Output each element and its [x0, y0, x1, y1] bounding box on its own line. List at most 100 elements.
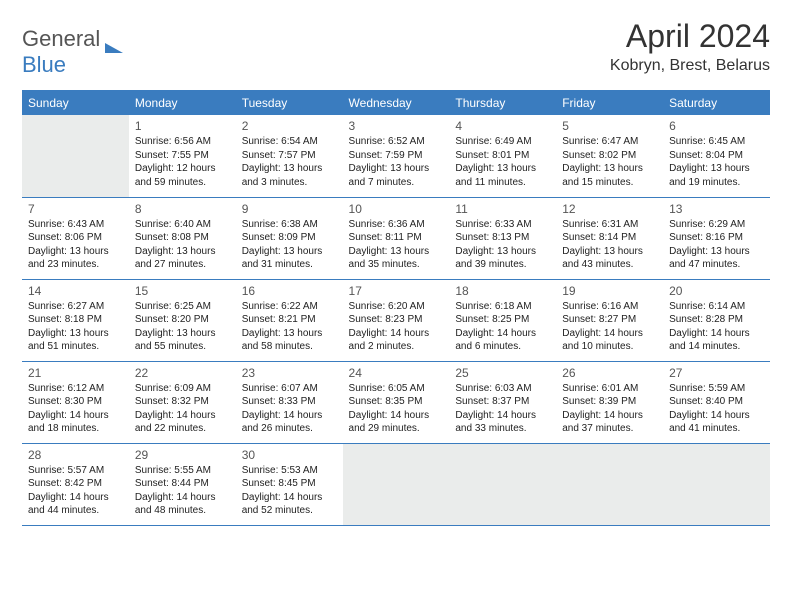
- daylight-text: and 41 minutes.: [669, 422, 764, 436]
- daylight-text: Daylight: 14 hours: [135, 409, 230, 423]
- daylight-text: Daylight: 13 hours: [669, 245, 764, 259]
- calendar-cell: 18Sunrise: 6:18 AMSunset: 8:25 PMDayligh…: [449, 279, 556, 361]
- sunrise-text: Sunrise: 6:56 AM: [135, 135, 230, 149]
- calendar-cell: 23Sunrise: 6:07 AMSunset: 8:33 PMDayligh…: [236, 361, 343, 443]
- calendar-row: 1Sunrise: 6:56 AMSunset: 7:55 PMDaylight…: [22, 115, 770, 197]
- daylight-text: Daylight: 13 hours: [242, 245, 337, 259]
- calendar-cell: 4Sunrise: 6:49 AMSunset: 8:01 PMDaylight…: [449, 115, 556, 197]
- sunrise-text: Sunrise: 6:14 AM: [669, 300, 764, 314]
- daylight-text: Daylight: 12 hours: [135, 162, 230, 176]
- calendar-cell: 29Sunrise: 5:55 AMSunset: 8:44 PMDayligh…: [129, 443, 236, 525]
- sunset-text: Sunset: 8:01 PM: [455, 149, 550, 163]
- day-number: 14: [28, 283, 123, 299]
- calendar-cell: 12Sunrise: 6:31 AMSunset: 8:14 PMDayligh…: [556, 197, 663, 279]
- sunrise-text: Sunrise: 6:52 AM: [349, 135, 444, 149]
- calendar-cell: 19Sunrise: 6:16 AMSunset: 8:27 PMDayligh…: [556, 279, 663, 361]
- weekday-header: Wednesday: [343, 91, 450, 116]
- logo-part1: General: [22, 26, 100, 51]
- calendar-cell: [22, 115, 129, 197]
- calendar-row: 28Sunrise: 5:57 AMSunset: 8:42 PMDayligh…: [22, 443, 770, 525]
- daylight-text: Daylight: 13 hours: [562, 245, 657, 259]
- logo-part2: Blue: [22, 52, 66, 77]
- daylight-text: Daylight: 13 hours: [135, 327, 230, 341]
- weekday-header: Sunday: [22, 91, 129, 116]
- day-number: 13: [669, 201, 764, 217]
- daylight-text: Daylight: 13 hours: [349, 245, 444, 259]
- logo: General Blue: [22, 26, 123, 78]
- sunset-text: Sunset: 8:14 PM: [562, 231, 657, 245]
- day-number: 16: [242, 283, 337, 299]
- daylight-text: Daylight: 14 hours: [562, 409, 657, 423]
- sunrise-text: Sunrise: 6:22 AM: [242, 300, 337, 314]
- daylight-text: Daylight: 14 hours: [242, 409, 337, 423]
- day-number: 7: [28, 201, 123, 217]
- calendar-cell: [556, 443, 663, 525]
- sunset-text: Sunset: 8:23 PM: [349, 313, 444, 327]
- calendar-cell: 24Sunrise: 6:05 AMSunset: 8:35 PMDayligh…: [343, 361, 450, 443]
- daylight-text: and 52 minutes.: [242, 504, 337, 518]
- day-number: 23: [242, 365, 337, 381]
- daylight-text: Daylight: 14 hours: [135, 491, 230, 505]
- calendar-cell: 11Sunrise: 6:33 AMSunset: 8:13 PMDayligh…: [449, 197, 556, 279]
- sunrise-text: Sunrise: 6:29 AM: [669, 218, 764, 232]
- calendar-cell: 14Sunrise: 6:27 AMSunset: 8:18 PMDayligh…: [22, 279, 129, 361]
- daylight-text: and 18 minutes.: [28, 422, 123, 436]
- sunrise-text: Sunrise: 5:53 AM: [242, 464, 337, 478]
- day-number: 12: [562, 201, 657, 217]
- weekday-header: Monday: [129, 91, 236, 116]
- daylight-text: and 22 minutes.: [135, 422, 230, 436]
- daylight-text: and 31 minutes.: [242, 258, 337, 272]
- sunrise-text: Sunrise: 6:07 AM: [242, 382, 337, 396]
- day-number: 6: [669, 118, 764, 134]
- daylight-text: and 26 minutes.: [242, 422, 337, 436]
- day-number: 25: [455, 365, 550, 381]
- calendar-cell: 3Sunrise: 6:52 AMSunset: 7:59 PMDaylight…: [343, 115, 450, 197]
- calendar-cell: 8Sunrise: 6:40 AMSunset: 8:08 PMDaylight…: [129, 197, 236, 279]
- daylight-text: and 35 minutes.: [349, 258, 444, 272]
- sunrise-text: Sunrise: 6:16 AM: [562, 300, 657, 314]
- sunrise-text: Sunrise: 6:49 AM: [455, 135, 550, 149]
- daylight-text: and 47 minutes.: [669, 258, 764, 272]
- daylight-text: Daylight: 13 hours: [562, 162, 657, 176]
- sunset-text: Sunset: 8:04 PM: [669, 149, 764, 163]
- sunset-text: Sunset: 8:37 PM: [455, 395, 550, 409]
- header: General Blue April 2024 Kobryn, Brest, B…: [22, 18, 770, 78]
- daylight-text: Daylight: 14 hours: [349, 409, 444, 423]
- day-number: 1: [135, 118, 230, 134]
- daylight-text: and 10 minutes.: [562, 340, 657, 354]
- sunrise-text: Sunrise: 6:47 AM: [562, 135, 657, 149]
- day-number: 3: [349, 118, 444, 134]
- daylight-text: and 11 minutes.: [455, 176, 550, 190]
- daylight-text: Daylight: 14 hours: [455, 327, 550, 341]
- calendar-row: 21Sunrise: 6:12 AMSunset: 8:30 PMDayligh…: [22, 361, 770, 443]
- daylight-text: and 51 minutes.: [28, 340, 123, 354]
- day-number: 4: [455, 118, 550, 134]
- sunrise-text: Sunrise: 6:12 AM: [28, 382, 123, 396]
- daylight-text: Daylight: 13 hours: [669, 162, 764, 176]
- sunrise-text: Sunrise: 5:59 AM: [669, 382, 764, 396]
- calendar-body: 1Sunrise: 6:56 AMSunset: 7:55 PMDaylight…: [22, 115, 770, 525]
- sunset-text: Sunset: 8:35 PM: [349, 395, 444, 409]
- calendar-cell: [449, 443, 556, 525]
- calendar-table: Sunday Monday Tuesday Wednesday Thursday…: [22, 90, 770, 526]
- sunset-text: Sunset: 8:16 PM: [669, 231, 764, 245]
- sunrise-text: Sunrise: 6:45 AM: [669, 135, 764, 149]
- day-number: 26: [562, 365, 657, 381]
- sunset-text: Sunset: 8:09 PM: [242, 231, 337, 245]
- day-number: 15: [135, 283, 230, 299]
- calendar-cell: 25Sunrise: 6:03 AMSunset: 8:37 PMDayligh…: [449, 361, 556, 443]
- daylight-text: and 2 minutes.: [349, 340, 444, 354]
- sunset-text: Sunset: 8:32 PM: [135, 395, 230, 409]
- sunrise-text: Sunrise: 6:09 AM: [135, 382, 230, 396]
- daylight-text: Daylight: 13 hours: [242, 327, 337, 341]
- daylight-text: and 27 minutes.: [135, 258, 230, 272]
- sunrise-text: Sunrise: 6:27 AM: [28, 300, 123, 314]
- calendar-cell: 1Sunrise: 6:56 AMSunset: 7:55 PMDaylight…: [129, 115, 236, 197]
- sunset-text: Sunset: 8:20 PM: [135, 313, 230, 327]
- title-block: April 2024 Kobryn, Brest, Belarus: [610, 18, 770, 75]
- sunset-text: Sunset: 8:33 PM: [242, 395, 337, 409]
- daylight-text: Daylight: 14 hours: [669, 327, 764, 341]
- daylight-text: Daylight: 14 hours: [455, 409, 550, 423]
- calendar-cell: 17Sunrise: 6:20 AMSunset: 8:23 PMDayligh…: [343, 279, 450, 361]
- sunset-text: Sunset: 8:40 PM: [669, 395, 764, 409]
